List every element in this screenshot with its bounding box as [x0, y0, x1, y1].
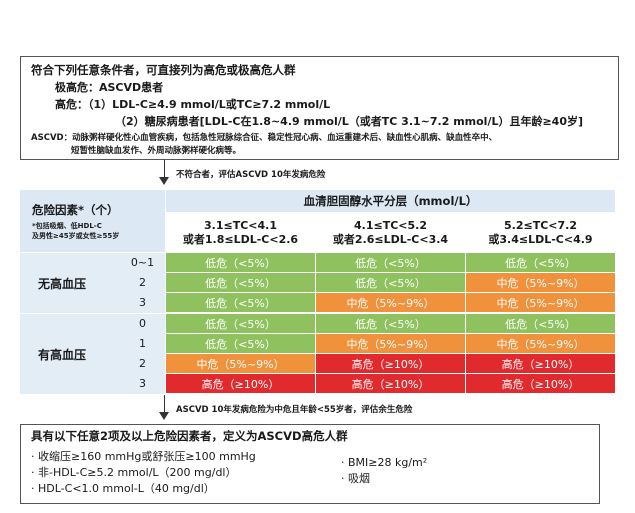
risk-cell-high: 高危（≥10%） [166, 374, 315, 393]
col-header-1-line2: 或者1.8≤LDL-C<2.6 [182, 232, 299, 246]
risk-items-left: · 收缩压≥160 mmHg或舒张压≥100 mmHg · 非-HDL-C≥5.… [31, 449, 256, 497]
risk-factor-count: 0 [139, 317, 146, 330]
risk-factor-count: 2 [139, 357, 146, 370]
risk-cell-low: 低危（<5%） [166, 314, 315, 333]
risk-factor-count: 0~1 [130, 256, 155, 269]
risk-factor-count: 2 [139, 276, 146, 289]
risk-cell-low: 低危（<5%） [466, 253, 615, 272]
risk-factor-note-1: *包括吸烟、低HDL-C [32, 221, 102, 230]
criteria-title: 符合下列任意条件者，可直接列为高危或极高危人群 [31, 63, 296, 77]
risk-items-right: · BMI≥28 kg/m² · 吸烟 [341, 455, 427, 487]
risk-cell-low: 低危（<5%） [316, 253, 465, 272]
risk-cell-mid: 中危（5%~9%） [166, 354, 315, 373]
risk-cell-mid: 中危（5%~9%） [316, 293, 465, 312]
risk-factor-count: 1 [139, 337, 146, 350]
risk-factor-count: 3 [139, 296, 146, 309]
direct-criteria-box: 符合下列任意条件者，可直接列为高危或极高危人群 极高危：ASCVD患者 高危：（… [20, 56, 619, 160]
risk-cell-low: 低危（<5%） [166, 273, 315, 292]
col-header-1-line1: 3.1≤TC<4.1 [204, 218, 277, 232]
group-hypertension: 有高血压 [20, 314, 165, 394]
risk-cell-mid: 中危（5%~9%） [466, 334, 615, 353]
risk-factor-count: 3 [139, 377, 146, 390]
risk-cell-low: 低危（<5%） [166, 293, 315, 312]
risk-cell-low: 低危（<5%） [166, 253, 315, 272]
lifetime-risk-title: 具有以下任意2项及以上危险因素者，定义为ASCVD高危人群 [31, 429, 348, 443]
very-high-risk-line: 极高危：ASCVD患者 [55, 81, 164, 94]
flow-arrow-line-2 [164, 395, 165, 413]
group-hypertension-label: 有高血压 [38, 347, 87, 362]
flow-text-1: 不符合者，评估ASCVD 10年发病危险 [176, 170, 326, 180]
col-header-3-line2: 或3.4≤LDL-C<4.9 [488, 232, 593, 246]
col-header-1: 3.1≤TC<4.1 或者1.8≤LDL-C<2.6 [166, 213, 315, 252]
col-header-3: 5.2≤TC<7.2 或3.4≤LDL-C<4.9 [466, 213, 615, 252]
col-header-3-line1: 5.2≤TC<7.2 [504, 218, 577, 232]
high-risk-line-1: 高危：（1）LDL-C≥4.9 mmol/L或TC≥7.2 mmol/L [55, 98, 331, 111]
flow-arrow-line-1 [164, 160, 165, 178]
ascvd-note-2: 短暂性脑缺血发作、外周动脉粥样硬化病等。 [71, 146, 242, 156]
risk-cell-mid: 中危（5%~9%） [466, 273, 615, 292]
risk-factor-note-2: 及男性≥45岁或女性≥55岁 [32, 231, 120, 240]
col-header-2: 4.1≤TC<5.2 或者2.6≤LDL-C<3.4 [316, 213, 465, 252]
risk-cell-mid: 中危（5%~9%） [316, 334, 465, 353]
ascvd-note-1: ASCVD：动脉粥样硬化性心血管疾病，包括急性冠脉综合征、稳定性冠心病、血运重建… [31, 133, 498, 143]
high-risk-line-2: （2）糖尿病患者[LDL-C在1.8~4.9 mmol/L（或者TC 3.1~7… [115, 115, 584, 128]
risk-cell-high: 高危（≥10%） [466, 374, 615, 393]
risk-factor-header: 危险因素*（个） *包括吸烟、低HDL-C 及男性≥45岁或女性≥55岁 [20, 190, 165, 252]
risk-cell-low: 低危（<5%） [166, 334, 315, 353]
risk-cell-low: 低危（<5%） [466, 314, 615, 333]
group-no-hypertension-label: 无高血压 [38, 276, 87, 291]
risk-cell-mid: 中危（5%~9%） [466, 293, 615, 312]
risk-factor-title: 危险因素*（个） [32, 202, 119, 217]
lifetime-risk-box: 具有以下任意2项及以上危险因素者，定义为ASCVD高危人群 · 收缩压≥160 … [20, 424, 600, 504]
flow-arrow-head-1 [159, 177, 169, 185]
group-no-hypertension: 无高血压 [20, 253, 165, 313]
col-header-2-line2: 或者2.6≤LDL-C<3.4 [332, 232, 449, 246]
risk-item: · HDL-C<1.0 mmol-L（40 mg/dl） [31, 482, 215, 495]
risk-item: · 收缩压≥160 mmHg或舒张压≥100 mmHg [31, 450, 256, 463]
risk-item: · 吸烟 [341, 472, 370, 485]
risk-cell-low: 低危（<5%） [316, 314, 465, 333]
risk-item: · 非-HDL-C≥5.2 mmol/L（200 mg/dl） [31, 466, 237, 479]
col-header-2-line1: 4.1≤TC<5.2 [354, 218, 427, 232]
flow-arrow-head-2 [159, 412, 169, 420]
risk-cell-high: 高危（≥10%） [316, 374, 465, 393]
risk-cell-high: 高危（≥10%） [316, 354, 465, 373]
flow-text-2: ASCVD 10年发病危险为中危且年龄<55岁者，评估余生危险 [176, 405, 413, 415]
lipid-header: 血清胆固醇水平分层（mmol/L） [166, 190, 615, 212]
risk-item: · BMI≥28 kg/m² [341, 456, 428, 469]
risk-cell-low: 低危（<5%） [316, 273, 465, 292]
risk-cell-high: 高危（≥10%） [466, 354, 615, 373]
